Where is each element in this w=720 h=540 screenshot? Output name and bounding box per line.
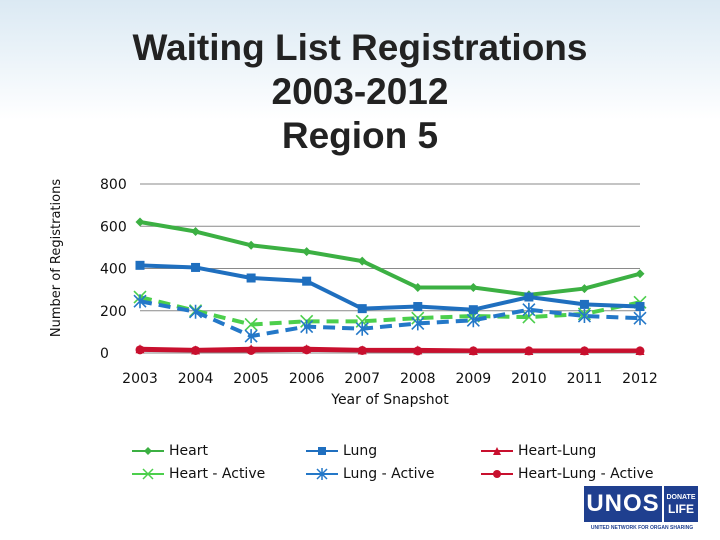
- x-tick-label: 2011: [567, 371, 603, 387]
- data-point: [466, 313, 480, 328]
- x-tick-label: 2007: [344, 371, 380, 387]
- data-point: [135, 217, 145, 227]
- data-point: [244, 329, 258, 344]
- logo-side: DONATE LIFE: [664, 486, 698, 522]
- legend-marker: [493, 447, 501, 455]
- data-point: [411, 316, 425, 331]
- series-line-heart: [139, 220, 641, 297]
- data-point: [357, 256, 367, 266]
- data-point: [191, 262, 201, 272]
- data-point: [302, 276, 312, 286]
- legend-swatch: [132, 447, 164, 455]
- legend-marker: [493, 470, 501, 478]
- data-point: [191, 227, 201, 237]
- y-tick-label: 400: [100, 262, 127, 278]
- data-point: [300, 319, 314, 334]
- x-tick-label: 2003: [122, 371, 158, 387]
- data-point: [357, 304, 367, 314]
- data-point: [579, 299, 589, 309]
- y-tick-label: 600: [100, 219, 127, 235]
- data-point: [135, 345, 145, 355]
- x-tick-label: 2010: [511, 371, 547, 387]
- legend-marker: [316, 468, 328, 480]
- legend-swatch: [306, 447, 338, 455]
- legend-swatch: [481, 447, 513, 455]
- legend-swatch: [132, 468, 164, 480]
- data-point: [413, 302, 423, 312]
- legend-swatch: [481, 470, 513, 478]
- x-tick-label: 2004: [178, 371, 214, 387]
- x-tick-label: 2012: [622, 371, 658, 387]
- legend-item: Heart - Active: [131, 463, 265, 485]
- data-point: [357, 345, 367, 355]
- data-point: [413, 283, 423, 293]
- legend-item: Lung: [305, 440, 377, 462]
- data-point: [524, 346, 534, 356]
- data-point: [635, 269, 645, 279]
- legend-label: Lung: [343, 443, 378, 459]
- legend-item: Heart-Lung: [480, 440, 596, 462]
- background-header: [0, 0, 720, 120]
- series-line-lung: [139, 263, 641, 312]
- x-axis-label: Year of Snapshot: [330, 392, 449, 408]
- unos-logo: UNOS DONATE LIFE UNITED NETWORK FOR ORGA…: [584, 486, 700, 534]
- legend-item: Lung - Active: [305, 463, 434, 485]
- logo-side-top: DONATE: [666, 493, 696, 501]
- chart-title-line-1: Waiting List Registrations: [132, 27, 588, 68]
- data-point: [468, 283, 478, 293]
- data-point: [413, 346, 423, 356]
- logo-main-text: UNOS: [584, 486, 662, 522]
- data-point: [133, 294, 147, 309]
- data-point: [355, 321, 369, 336]
- legend-label: Heart - Active: [169, 466, 266, 482]
- legend-marker: [142, 468, 154, 480]
- legend-label: Lung - Active: [343, 466, 435, 482]
- data-point: [246, 345, 256, 355]
- data-point: [579, 346, 589, 356]
- data-point: [246, 240, 256, 250]
- data-point: [302, 247, 312, 257]
- y-tick-label: 0: [100, 346, 109, 362]
- series-line-lung-active: [139, 299, 641, 339]
- data-point: [246, 273, 256, 283]
- data-point: [522, 302, 536, 317]
- x-tick-label: 2008: [400, 371, 436, 387]
- legend-label: Heart-Lung: [518, 443, 597, 459]
- data-point: [577, 309, 592, 324]
- data-point: [635, 302, 645, 312]
- legend-label: Heart-Lung - Active: [518, 466, 654, 482]
- data-point: [244, 317, 258, 332]
- x-tick-label: 2006: [289, 371, 325, 387]
- x-tick-label: 2005: [233, 371, 269, 387]
- data-point: [302, 345, 312, 355]
- chart-title-line-2: 2003-2012: [271, 71, 449, 112]
- data-point: [579, 284, 589, 294]
- data-point: [188, 304, 203, 319]
- data-point: [635, 346, 645, 356]
- legend-label: Heart: [169, 443, 208, 459]
- legend-item: Heart: [131, 440, 208, 462]
- legend-swatch: [306, 468, 338, 480]
- logo-subtitle: UNITED NETWORK FOR ORGAN SHARING: [590, 525, 694, 531]
- x-tick-label: 2009: [456, 371, 492, 387]
- series-line-heart-active: [139, 295, 641, 327]
- legend-item: Heart-Lung - Active: [480, 463, 653, 485]
- series-line-heart-lung-active: [139, 347, 640, 353]
- data-point: [468, 346, 478, 356]
- chart-title-line-3: Region 5: [281, 115, 439, 156]
- data-point: [191, 345, 201, 355]
- legend-marker: [144, 447, 152, 455]
- data-point: [468, 305, 478, 315]
- legend-marker: [318, 447, 326, 455]
- data-point: [524, 292, 534, 302]
- logo-side-bottom: LIFE: [668, 501, 694, 516]
- y-tick-label: 200: [100, 304, 127, 320]
- data-point: [633, 311, 647, 326]
- y-tick-label: 800: [100, 177, 127, 193]
- data-point: [135, 260, 145, 270]
